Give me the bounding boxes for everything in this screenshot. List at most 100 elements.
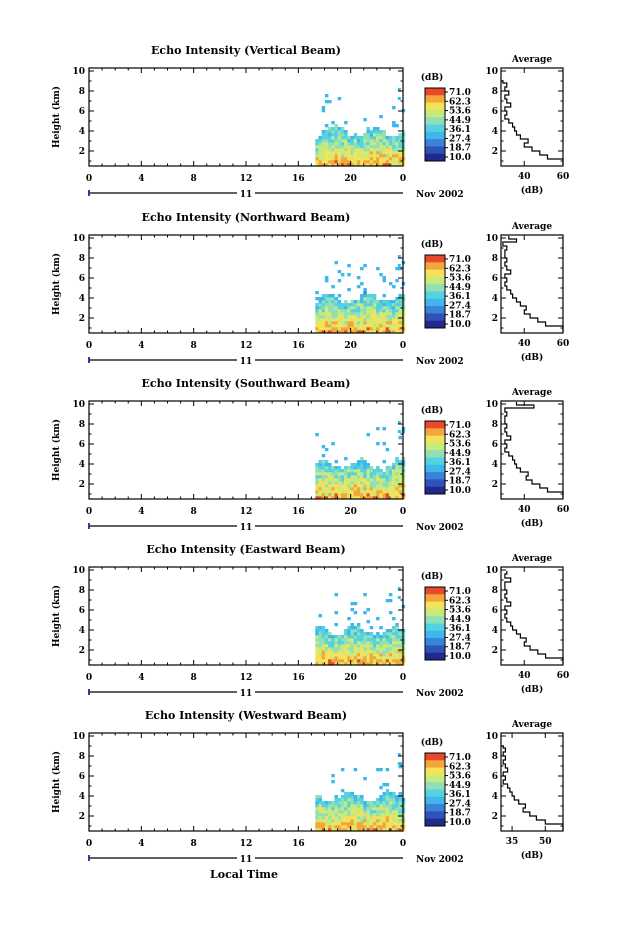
heatmap-cell [334, 804, 338, 808]
heatmap-cell [398, 460, 402, 464]
heatmap-cell [395, 481, 399, 485]
heatmap-cell [347, 139, 351, 143]
heatmap-cell [347, 475, 351, 479]
heatmap-cell [382, 312, 386, 316]
heatmap-cell [331, 653, 335, 657]
heatmap-cell [385, 798, 390, 802]
heatmap-cell [356, 157, 361, 161]
heatmap-cell [318, 303, 322, 307]
heatmap-cell [363, 288, 367, 292]
heatmap-cell [360, 145, 364, 149]
heatmap-cell [356, 623, 361, 627]
heatmap-cell [347, 801, 351, 805]
heatmap-cell [350, 142, 354, 146]
heatmap-cell [395, 493, 399, 497]
heatmap-cell [331, 487, 335, 491]
heatmap-cell [347, 807, 351, 811]
heatmap-cell [331, 810, 335, 814]
colorbar-frame [424, 420, 446, 495]
heatmap-cell [318, 632, 322, 636]
heatmap-cell [321, 106, 326, 110]
heatmap-cell [318, 318, 322, 322]
heatmap-cell [350, 626, 354, 630]
profile-frame [500, 67, 564, 167]
heatmap-cell [340, 801, 345, 805]
heatmap-cell [328, 139, 332, 143]
heatmap-cell [328, 151, 332, 155]
heatmap-cell [366, 303, 370, 307]
heatmap-cell [331, 136, 335, 140]
heatmap-cell [324, 148, 329, 152]
heatmap-cell [321, 133, 326, 137]
heatmap-cell [356, 629, 361, 633]
heatmap-cell [331, 324, 335, 328]
heatmap-cell [318, 804, 322, 808]
heatmap-cell [353, 321, 358, 325]
heatmap-cell [385, 142, 390, 146]
heatmap-cell [356, 819, 361, 823]
heatmap-cell [366, 160, 370, 164]
heatmap-cell [334, 819, 338, 823]
heatmap-cell [353, 303, 358, 307]
heatmap-cell [328, 160, 332, 164]
heatmap-cell [331, 828, 335, 832]
heatmap-cell [382, 139, 386, 143]
heatmap-cell [372, 493, 377, 497]
heatmap-cell [388, 151, 393, 155]
heatmap-cell [344, 306, 348, 310]
heatmap-cell [331, 475, 335, 479]
heatmap-cell [321, 163, 326, 167]
colorbar-segment [425, 594, 445, 602]
heatmap-cell [324, 124, 329, 128]
heatmap-cell [353, 611, 358, 615]
heatmap-cell [344, 330, 348, 334]
heatmap-cell [347, 493, 351, 497]
heatmap-cell [366, 650, 370, 654]
heatmap-cell [334, 475, 338, 479]
heatmap-cell [353, 330, 358, 334]
heatmap-cell [344, 309, 348, 313]
heatmap-cell [398, 653, 402, 657]
heatmap-cell [340, 163, 345, 167]
heatmap-cell [318, 801, 322, 805]
colorbar-segment [425, 131, 445, 140]
heatmap-cell [363, 303, 367, 307]
heatmap-cell [398, 469, 402, 473]
heatmap-cell [353, 163, 358, 167]
heatmap-cell [360, 662, 364, 666]
heatmap-cell [369, 801, 374, 805]
heatmap-cell [331, 650, 335, 654]
profile-y-tick-label: 2 [492, 646, 498, 656]
heatmap-cell [366, 478, 370, 482]
heatmap-cell [372, 157, 377, 161]
heatmap-cell [398, 297, 402, 301]
heatmap-cell [331, 133, 335, 137]
heatmap-cell [388, 160, 393, 164]
heatmap-cell [392, 484, 396, 488]
heatmap-cell [379, 653, 383, 657]
heatmap-cell [392, 813, 396, 817]
heatmap-cell [360, 481, 364, 485]
colorbar-tick-label: 44.9 [449, 781, 471, 791]
heatmap-cell [385, 789, 390, 793]
x-tick-label: 0 [400, 341, 406, 351]
heatmap-cell [388, 635, 393, 639]
heatmap-cell [366, 819, 370, 823]
heatmap-cell [331, 127, 335, 131]
heatmap-cell [395, 623, 399, 627]
profile-y-tick-label: 10 [485, 67, 498, 77]
heatmap-cell [395, 807, 399, 811]
heatmap-cell [395, 822, 399, 826]
heatmap-cell [382, 632, 386, 636]
heatmap-cell [347, 822, 351, 826]
x-tick-label: 16 [292, 839, 305, 849]
heatmap-cell [376, 442, 380, 446]
profile-frame [500, 234, 564, 334]
heatmap-cell [356, 148, 361, 152]
heatmap-cell [372, 816, 377, 820]
heatmap-cell [340, 641, 345, 645]
heatmap-cell [353, 490, 358, 494]
heatmap-cell [328, 662, 332, 666]
heatmap-cell [347, 798, 351, 802]
heatmap-cell [315, 798, 319, 802]
